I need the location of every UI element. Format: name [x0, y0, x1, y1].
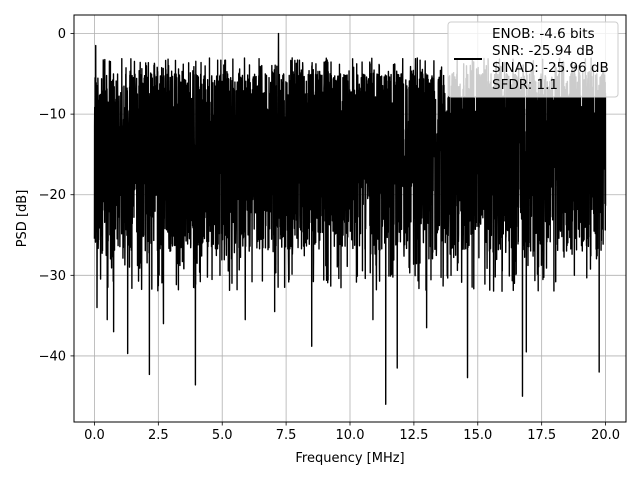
y-tick-label: −20 [39, 188, 66, 203]
legend-sfdr: SFDR: 1.1 [492, 77, 558, 93]
y-tick-label: −40 [39, 349, 66, 364]
y-axis-label: PSD [dB] [15, 190, 30, 248]
y-tick-label: 0 [58, 27, 66, 42]
x-axis-label: Frequency [MHz] [295, 451, 404, 466]
legend-box [447, 21, 619, 98]
x-tick-label: 5.0 [212, 428, 233, 443]
x-tick-label: 2.5 [148, 428, 169, 443]
x-tick-label: 0.0 [84, 428, 105, 443]
legend-snr: SNR: -25.94 dB [492, 43, 594, 59]
x-axis-ticks: 0.0 2.5 5.0 7.5 10.0 12.5 15.0 17.5 20.0 [84, 422, 620, 443]
x-tick-label: 7.5 [276, 428, 297, 443]
psd-series [93, 32, 607, 405]
legend: ENOB: -4.6 bits SNR: -25.94 dB SINAD: -2… [447, 21, 619, 98]
legend-enob: ENOB: -4.6 bits [492, 26, 595, 42]
x-tick-label: 12.5 [399, 428, 428, 443]
y-axis-ticks: 0 −10 −20 −30 −40 [39, 27, 74, 364]
y-tick-label: −10 [39, 108, 66, 123]
x-tick-label: 17.5 [527, 428, 556, 443]
x-tick-label: 20.0 [591, 428, 620, 443]
psd-trace [93, 32, 607, 405]
x-tick-label: 10.0 [336, 428, 365, 443]
x-tick-label: 15.0 [463, 428, 492, 443]
legend-sinad: SINAD: -25.96 dB [492, 60, 609, 76]
y-tick-label: −30 [39, 269, 66, 284]
